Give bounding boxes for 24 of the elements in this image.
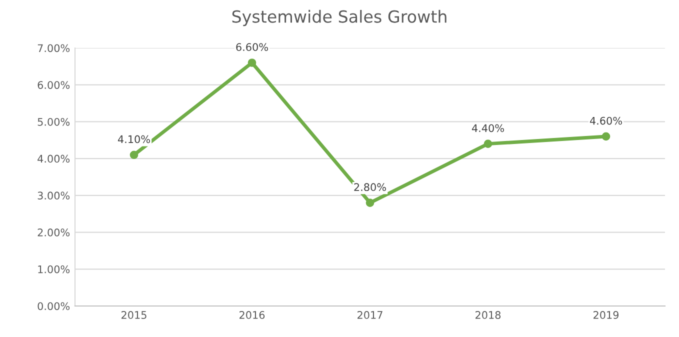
x-tick-label: 2015 bbox=[122, 311, 146, 319]
data-label: 4.60% bbox=[590, 116, 622, 125]
point bbox=[366, 198, 374, 207]
y-tick-label: 1.00% bbox=[38, 265, 70, 274]
x-tick-label: 2018 bbox=[476, 311, 501, 319]
y-tick-label: 0.00% bbox=[38, 302, 70, 310]
y-tick-label: 2.00% bbox=[38, 228, 70, 236]
x-tick-label: 2019 bbox=[594, 311, 619, 319]
point bbox=[130, 150, 138, 160]
chart-title: Systemwide Sales Growth bbox=[232, 10, 446, 26]
point bbox=[602, 132, 610, 141]
data-label: 4.40% bbox=[472, 124, 504, 132]
y-tick-label: 7.00% bbox=[38, 44, 70, 52]
data-label: 6.60% bbox=[236, 43, 268, 51]
data-label: 2.80% bbox=[354, 183, 386, 192]
x-tick-label: 2017 bbox=[358, 311, 382, 319]
point bbox=[248, 58, 256, 67]
y-tick-label: 4.00% bbox=[38, 154, 70, 163]
x-tick-label: 2016 bbox=[240, 311, 265, 319]
y-tick-label: 6.00% bbox=[38, 81, 70, 89]
y-tick-label: 5.00% bbox=[38, 118, 70, 126]
data-label: 4.10% bbox=[118, 135, 150, 144]
point bbox=[484, 140, 492, 148]
y-tick-label: 3.00% bbox=[38, 192, 70, 200]
